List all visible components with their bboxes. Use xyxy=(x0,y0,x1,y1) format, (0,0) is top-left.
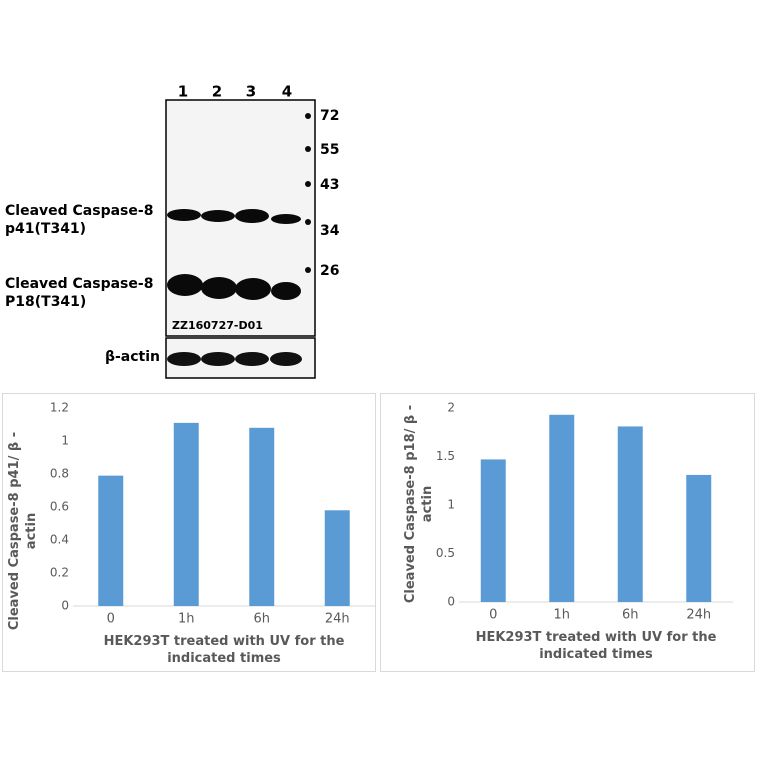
actin-bands xyxy=(167,352,302,366)
x-tick-label: 6h xyxy=(622,608,639,623)
y-tick-label: 2 xyxy=(447,401,455,415)
y-tick-label: 0.6 xyxy=(50,500,69,514)
y-tick-label: 0.8 xyxy=(50,467,69,481)
x-tick-label: 1h xyxy=(178,612,195,627)
chart: 0 0.5 1 1.5 2 0 1h 6h 24h xyxy=(436,401,733,623)
band-label: P18(T341) xyxy=(5,294,86,310)
y-tick-label: 1.2 xyxy=(50,401,69,415)
bands xyxy=(167,113,311,300)
band-label: Cleaved Caspase-8 xyxy=(5,203,153,219)
y-tick-label: 1.5 xyxy=(436,449,455,463)
bar xyxy=(98,475,124,606)
x-tick-label: 24h xyxy=(686,608,711,623)
lane-label: 1 xyxy=(178,83,188,101)
y-tick-label: 0.2 xyxy=(50,566,69,580)
x-axis-title: HEK293T treated with UV for the indicate… xyxy=(103,634,345,666)
y-tick-label: 1 xyxy=(447,498,455,512)
x-tick-label: 1h xyxy=(553,608,570,623)
band-label: p41(T341) xyxy=(5,221,86,237)
x-tick-label: 0 xyxy=(489,608,497,623)
marker-label: 43 xyxy=(320,177,339,193)
chart-panel: 0 0.2 0.4 0.6 0.8 1 1.2 0 1h 6h 24h HEK293T treated… xyxy=(2,393,376,672)
marker-label: 34 xyxy=(320,223,340,239)
bar xyxy=(549,414,575,602)
y-tick-label: 0 xyxy=(447,595,455,609)
chart-panel: 0 0.5 1 1.5 2 0 1h 6h 24h HEK293T treated with UV… xyxy=(380,393,755,672)
marker-label: 72 xyxy=(320,108,339,124)
bar xyxy=(324,510,350,606)
bar xyxy=(480,459,506,602)
marker-label: 55 xyxy=(320,142,339,158)
bar xyxy=(686,474,712,602)
y-tick-label: 0.4 xyxy=(50,533,69,547)
band-label: Cleaved Caspase-8 xyxy=(5,276,153,292)
marker-label: 26 xyxy=(320,263,339,279)
lane-label: 2 xyxy=(212,83,222,101)
bar xyxy=(249,427,275,606)
blot-code: ZZ160727-D01 xyxy=(172,319,263,332)
chart: 0 0.2 0.4 0.6 0.8 1 1.2 0 1h 6h 24h xyxy=(50,401,375,627)
y-tick-label: 0.5 xyxy=(436,546,455,560)
x-axis-title: HEK293T treated with UV for the indicate… xyxy=(475,630,717,662)
lane-label: 3 xyxy=(246,83,256,101)
x-tick-label: 24h xyxy=(325,612,350,627)
x-tick-label: 6h xyxy=(253,612,270,627)
y-axis-title: Cleaved Caspase-8 p18/ β -actin xyxy=(403,404,435,604)
lane-label: 4 xyxy=(282,83,292,101)
bar xyxy=(173,422,199,606)
blot-figure: 1 2 3 4 72 55 43 34 26 Cleaved Caspase-8… xyxy=(5,83,340,379)
bar xyxy=(617,426,643,602)
x-tick-label: 0 xyxy=(107,612,115,627)
y-tick-label: 0 xyxy=(61,599,69,613)
y-axis-title: Cleaved Caspase-8 p41/ β -actin xyxy=(7,431,39,631)
control-label: β-actin xyxy=(105,349,160,365)
y-tick-label: 1 xyxy=(61,434,69,448)
